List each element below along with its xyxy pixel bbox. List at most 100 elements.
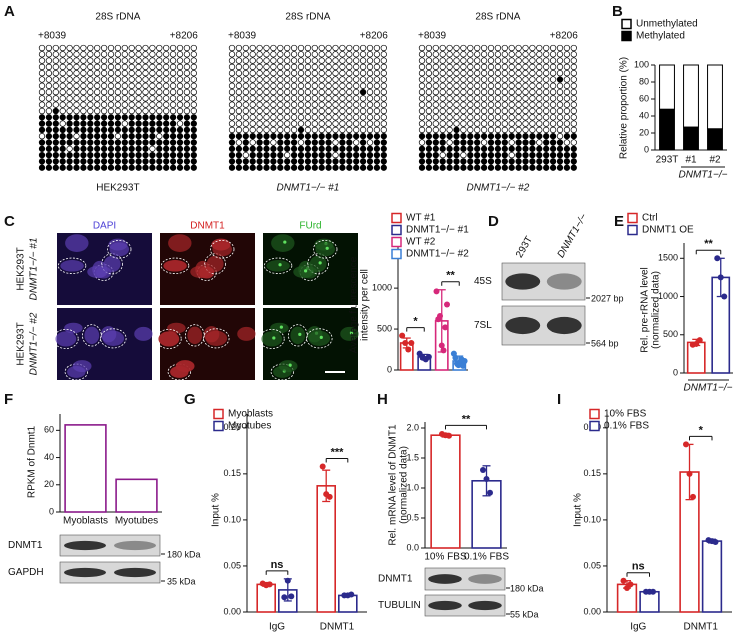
cpg-site xyxy=(480,133,488,140)
cpg-site xyxy=(52,114,59,121)
cpg-site xyxy=(460,57,467,64)
marker-label: 180 kDa xyxy=(167,549,201,559)
y-axis-label: Average fluorescence xyxy=(349,256,360,353)
cpg-site xyxy=(460,107,467,115)
cpg-site xyxy=(522,76,529,83)
cpg-site xyxy=(38,120,46,127)
cpg-site xyxy=(418,139,426,146)
row-label: DNMT1−/− #2 xyxy=(29,312,40,375)
cpg-site xyxy=(277,51,284,58)
cpg-site xyxy=(332,88,339,96)
cpg-site xyxy=(556,126,564,134)
cpg-site xyxy=(366,95,374,102)
cpg-site xyxy=(135,126,142,134)
cpg-site xyxy=(142,120,149,127)
cpg-site xyxy=(87,63,94,71)
cpg-site xyxy=(487,133,495,140)
cpg-site xyxy=(80,145,87,152)
cpg-site xyxy=(80,120,87,127)
nucleus xyxy=(309,255,327,272)
cpg-site xyxy=(529,44,536,52)
cpg-site xyxy=(135,76,142,83)
cpg-site xyxy=(380,164,387,171)
cpg-site xyxy=(446,95,453,102)
cpg-site xyxy=(156,133,163,140)
speckle xyxy=(349,331,354,335)
cpg-site xyxy=(501,114,508,121)
cpg-site xyxy=(100,139,108,146)
cpg-site xyxy=(156,151,163,159)
cpg-site xyxy=(128,158,135,165)
cpg-site xyxy=(325,88,332,96)
y-axis-label: Rel. mRNA level of DNMT1 xyxy=(388,424,399,546)
cpg-site xyxy=(508,107,515,115)
cpg-site xyxy=(346,76,353,83)
cpg-site xyxy=(284,82,291,89)
cpg-site xyxy=(277,107,284,115)
cpg-site xyxy=(325,95,332,102)
cpg-site xyxy=(446,133,453,140)
cpg-site xyxy=(432,70,439,77)
cpg-site xyxy=(284,139,291,146)
cpg-site xyxy=(570,57,577,64)
cpg-site xyxy=(494,88,502,96)
cpg-site xyxy=(346,88,353,96)
cpg-site xyxy=(284,126,291,134)
cpg-site xyxy=(176,70,184,77)
cpg-site xyxy=(563,164,571,171)
cpg-site xyxy=(52,120,59,127)
cpg-site xyxy=(380,88,387,96)
cpg-site xyxy=(156,44,163,52)
cpg-site xyxy=(169,120,177,127)
cpg-site xyxy=(522,158,529,165)
cpg-site xyxy=(474,114,481,121)
cpg-site xyxy=(142,126,149,134)
cpg-site xyxy=(353,101,360,108)
cpg-site xyxy=(94,158,101,165)
cpg-site xyxy=(52,76,59,83)
data-point xyxy=(399,332,406,339)
cpg-site xyxy=(249,164,256,171)
outline xyxy=(263,257,293,274)
y-tick-label: 20 xyxy=(639,127,649,137)
cpg-site xyxy=(446,51,453,58)
start-label: +8039 xyxy=(38,31,67,42)
outline xyxy=(57,257,87,274)
cpg-site xyxy=(508,126,515,134)
cpg-site xyxy=(242,151,249,159)
cpg-site xyxy=(176,164,184,171)
cpg-site xyxy=(346,107,353,115)
cpg-site xyxy=(38,133,46,140)
cpg-site xyxy=(508,51,515,58)
x-tick-label: 293T xyxy=(656,155,679,166)
cpg-site xyxy=(536,51,543,58)
cpg-site xyxy=(515,63,522,71)
cpg-site xyxy=(142,101,149,108)
cpg-site xyxy=(311,44,318,52)
cpg-site xyxy=(563,51,571,58)
cpg-site xyxy=(311,126,318,134)
cpg-site xyxy=(45,88,53,96)
data-point xyxy=(433,288,440,295)
outline xyxy=(299,264,320,281)
cpg-site xyxy=(453,164,460,171)
cpg-site xyxy=(290,139,298,146)
cpg-site xyxy=(52,57,59,64)
cpg-site xyxy=(190,139,197,146)
cpg-site xyxy=(263,88,270,96)
cpg-site xyxy=(304,51,312,58)
cpg-site xyxy=(290,158,298,165)
cpg-site xyxy=(121,133,128,140)
bar xyxy=(701,540,723,613)
cpg-site xyxy=(249,139,256,146)
cpg-site xyxy=(149,114,156,121)
cpg-site xyxy=(80,82,87,89)
cpg-site xyxy=(346,139,353,146)
cpg-site xyxy=(543,88,550,96)
cpg-site xyxy=(59,63,66,71)
nucleus xyxy=(212,242,233,257)
marker-label: 2027 bp xyxy=(591,293,624,303)
cpg-site xyxy=(318,76,325,83)
cpg-site xyxy=(549,158,557,165)
cpg-site xyxy=(487,51,495,58)
